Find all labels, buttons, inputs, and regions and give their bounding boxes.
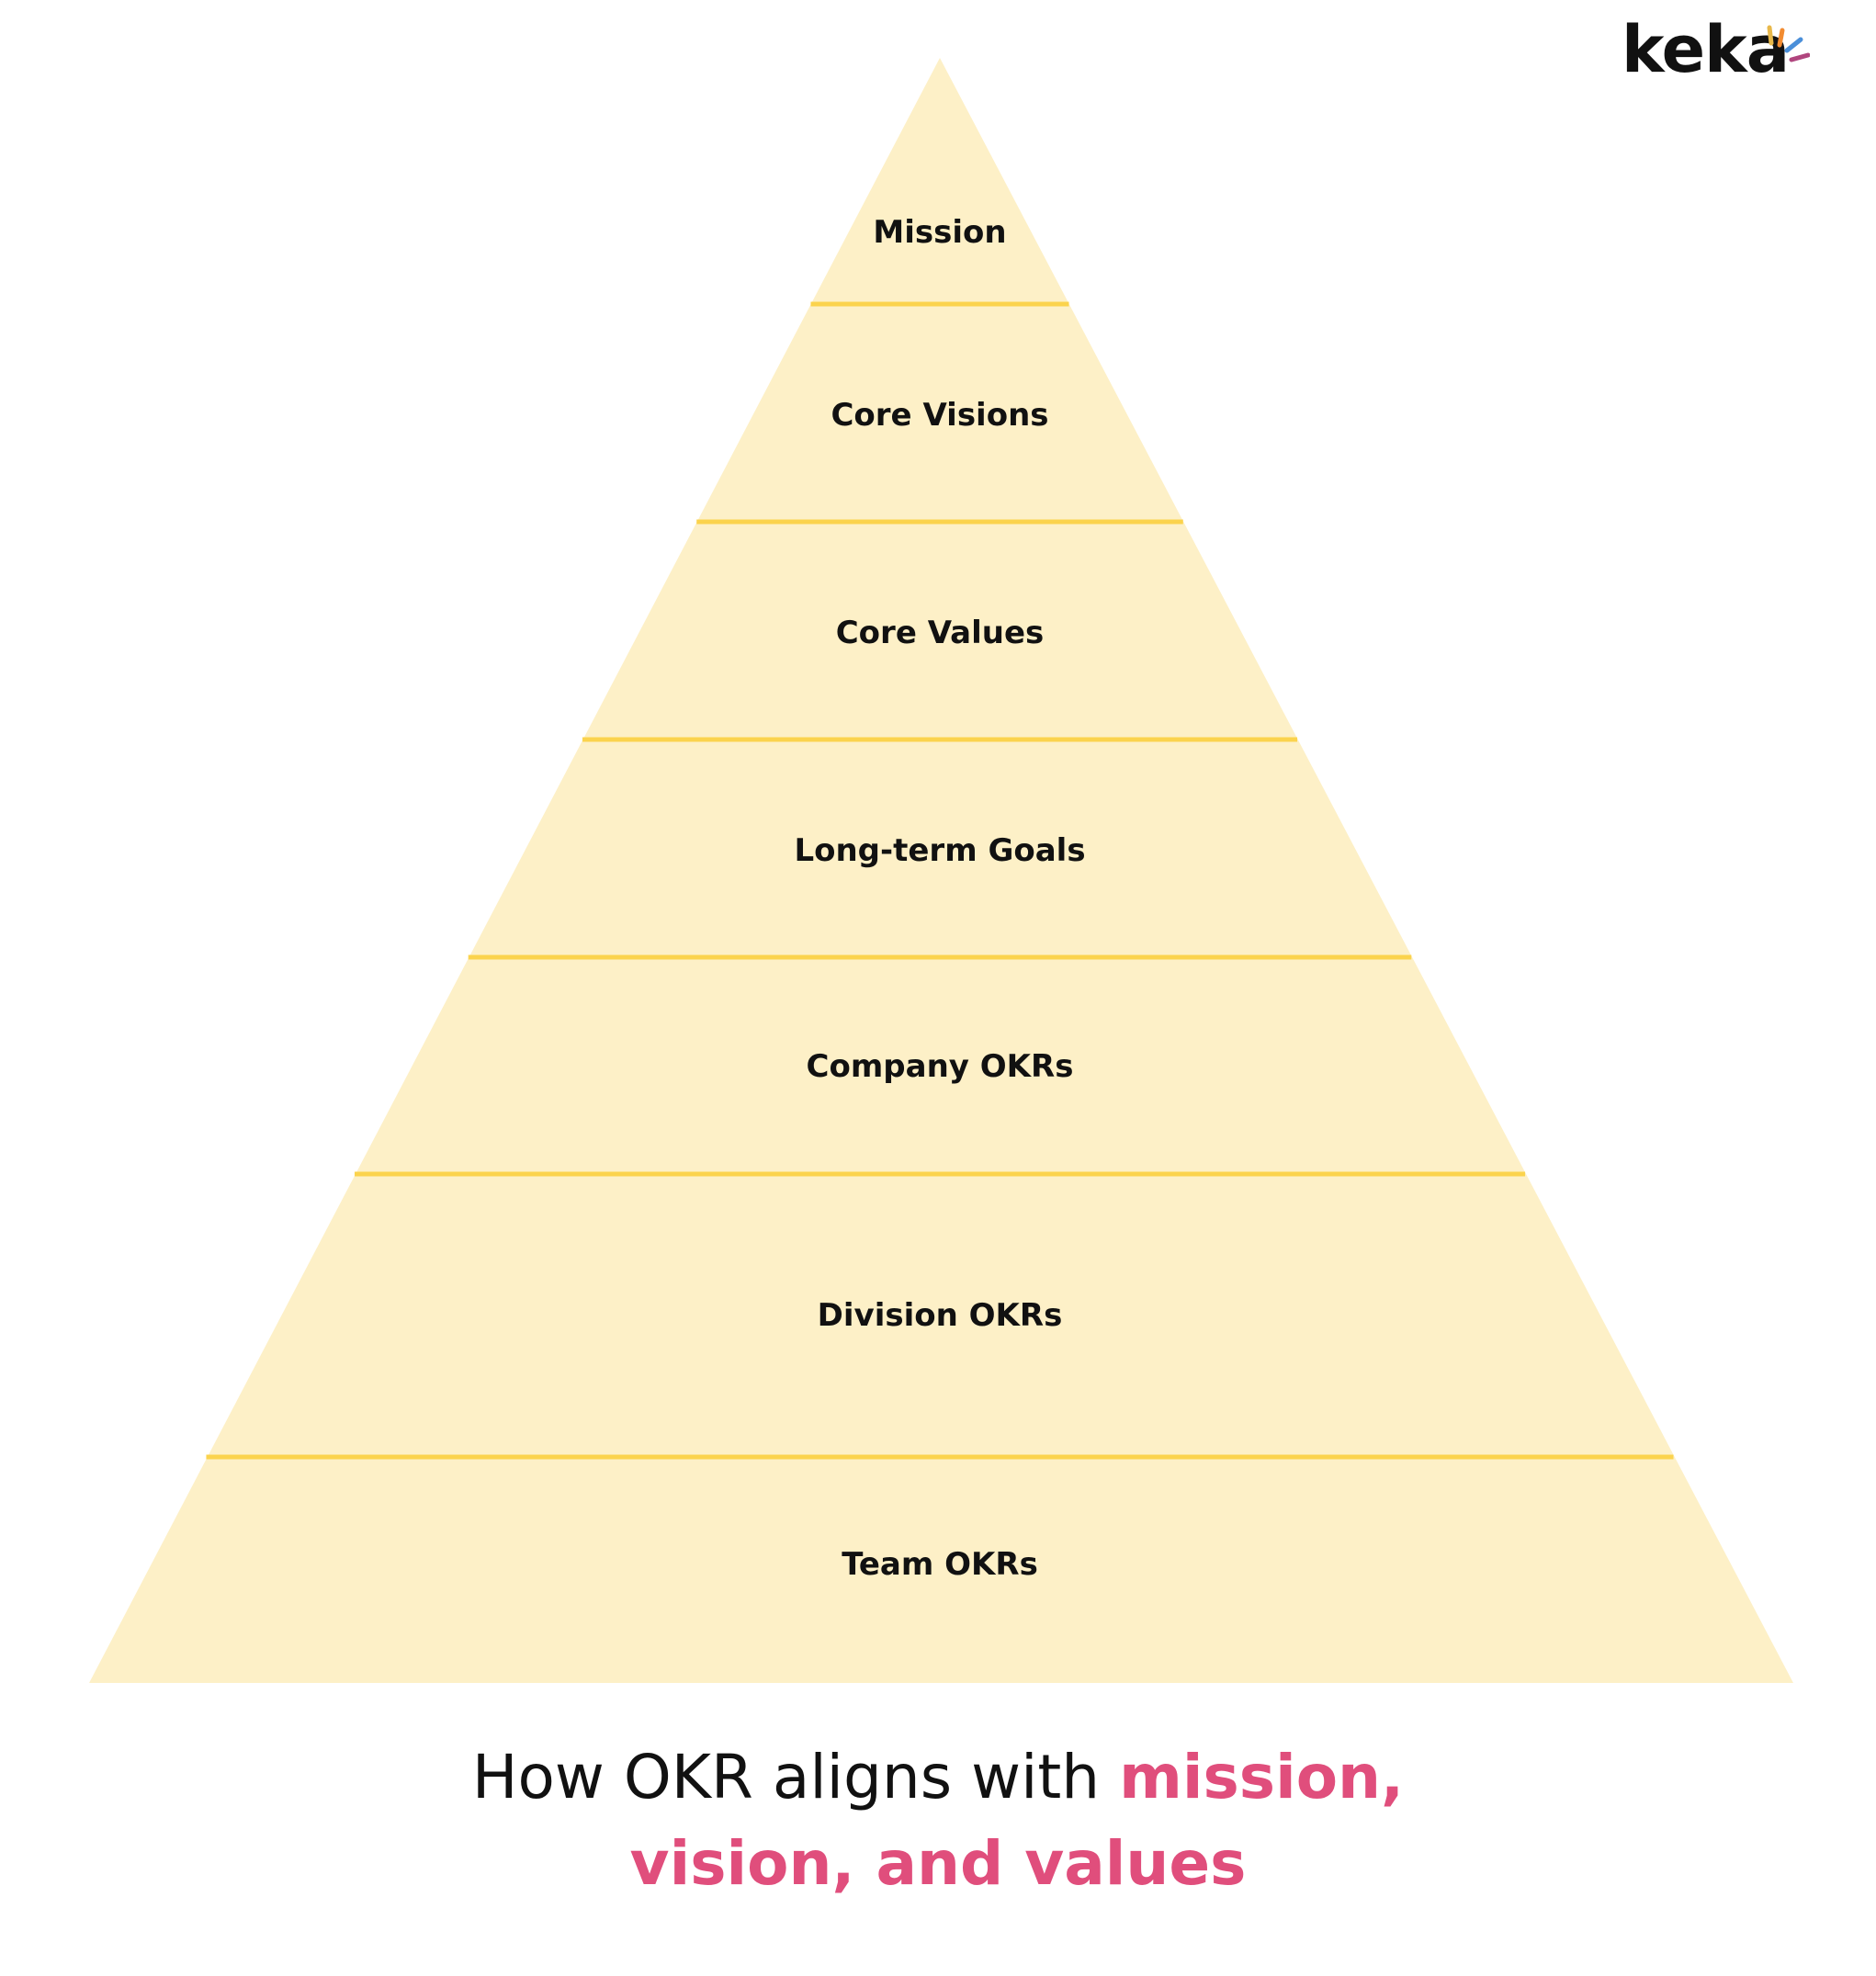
tier-labels: Mission Core Visions Core Values Long-te… (794, 214, 1085, 1583)
tier-label-mission: Mission (873, 214, 1006, 251)
sparkle-icon (1767, 25, 1810, 62)
tier-label-core-values: Core Values (836, 615, 1045, 651)
keka-logo: keka (1622, 17, 1814, 96)
caption-plain-text: How OKR aligns with (471, 1742, 1101, 1812)
spark-line-2 (1777, 28, 1785, 48)
tier-dividers (206, 301, 1674, 1460)
tier-label-core-visions: Core Visions (831, 397, 1048, 434)
tier-label-division-okrs: Division OKRs (818, 1297, 1063, 1334)
spark-line-4 (1789, 52, 1810, 62)
okr-pyramid-diagram: Mission Core Visions Core Values Long-te… (89, 58, 1793, 1683)
pyramid-background (89, 58, 1793, 1683)
diagram-caption: How OKR aligns with mission, vision, and… (0, 1734, 1876, 1907)
tier-label-long-term-goals: Long-term Goals (794, 832, 1085, 869)
caption-highlight-line2: vision, and values (629, 1828, 1247, 1899)
tier-label-company-okrs: Company OKRs (807, 1048, 1074, 1085)
logo-wordmark: keka (1622, 12, 1790, 87)
spark-line-3 (1784, 37, 1803, 53)
spark-line-1 (1767, 25, 1774, 46)
tier-label-team-okrs: Team OKRs (842, 1546, 1038, 1583)
caption-highlight-line1: mission, (1119, 1742, 1405, 1812)
